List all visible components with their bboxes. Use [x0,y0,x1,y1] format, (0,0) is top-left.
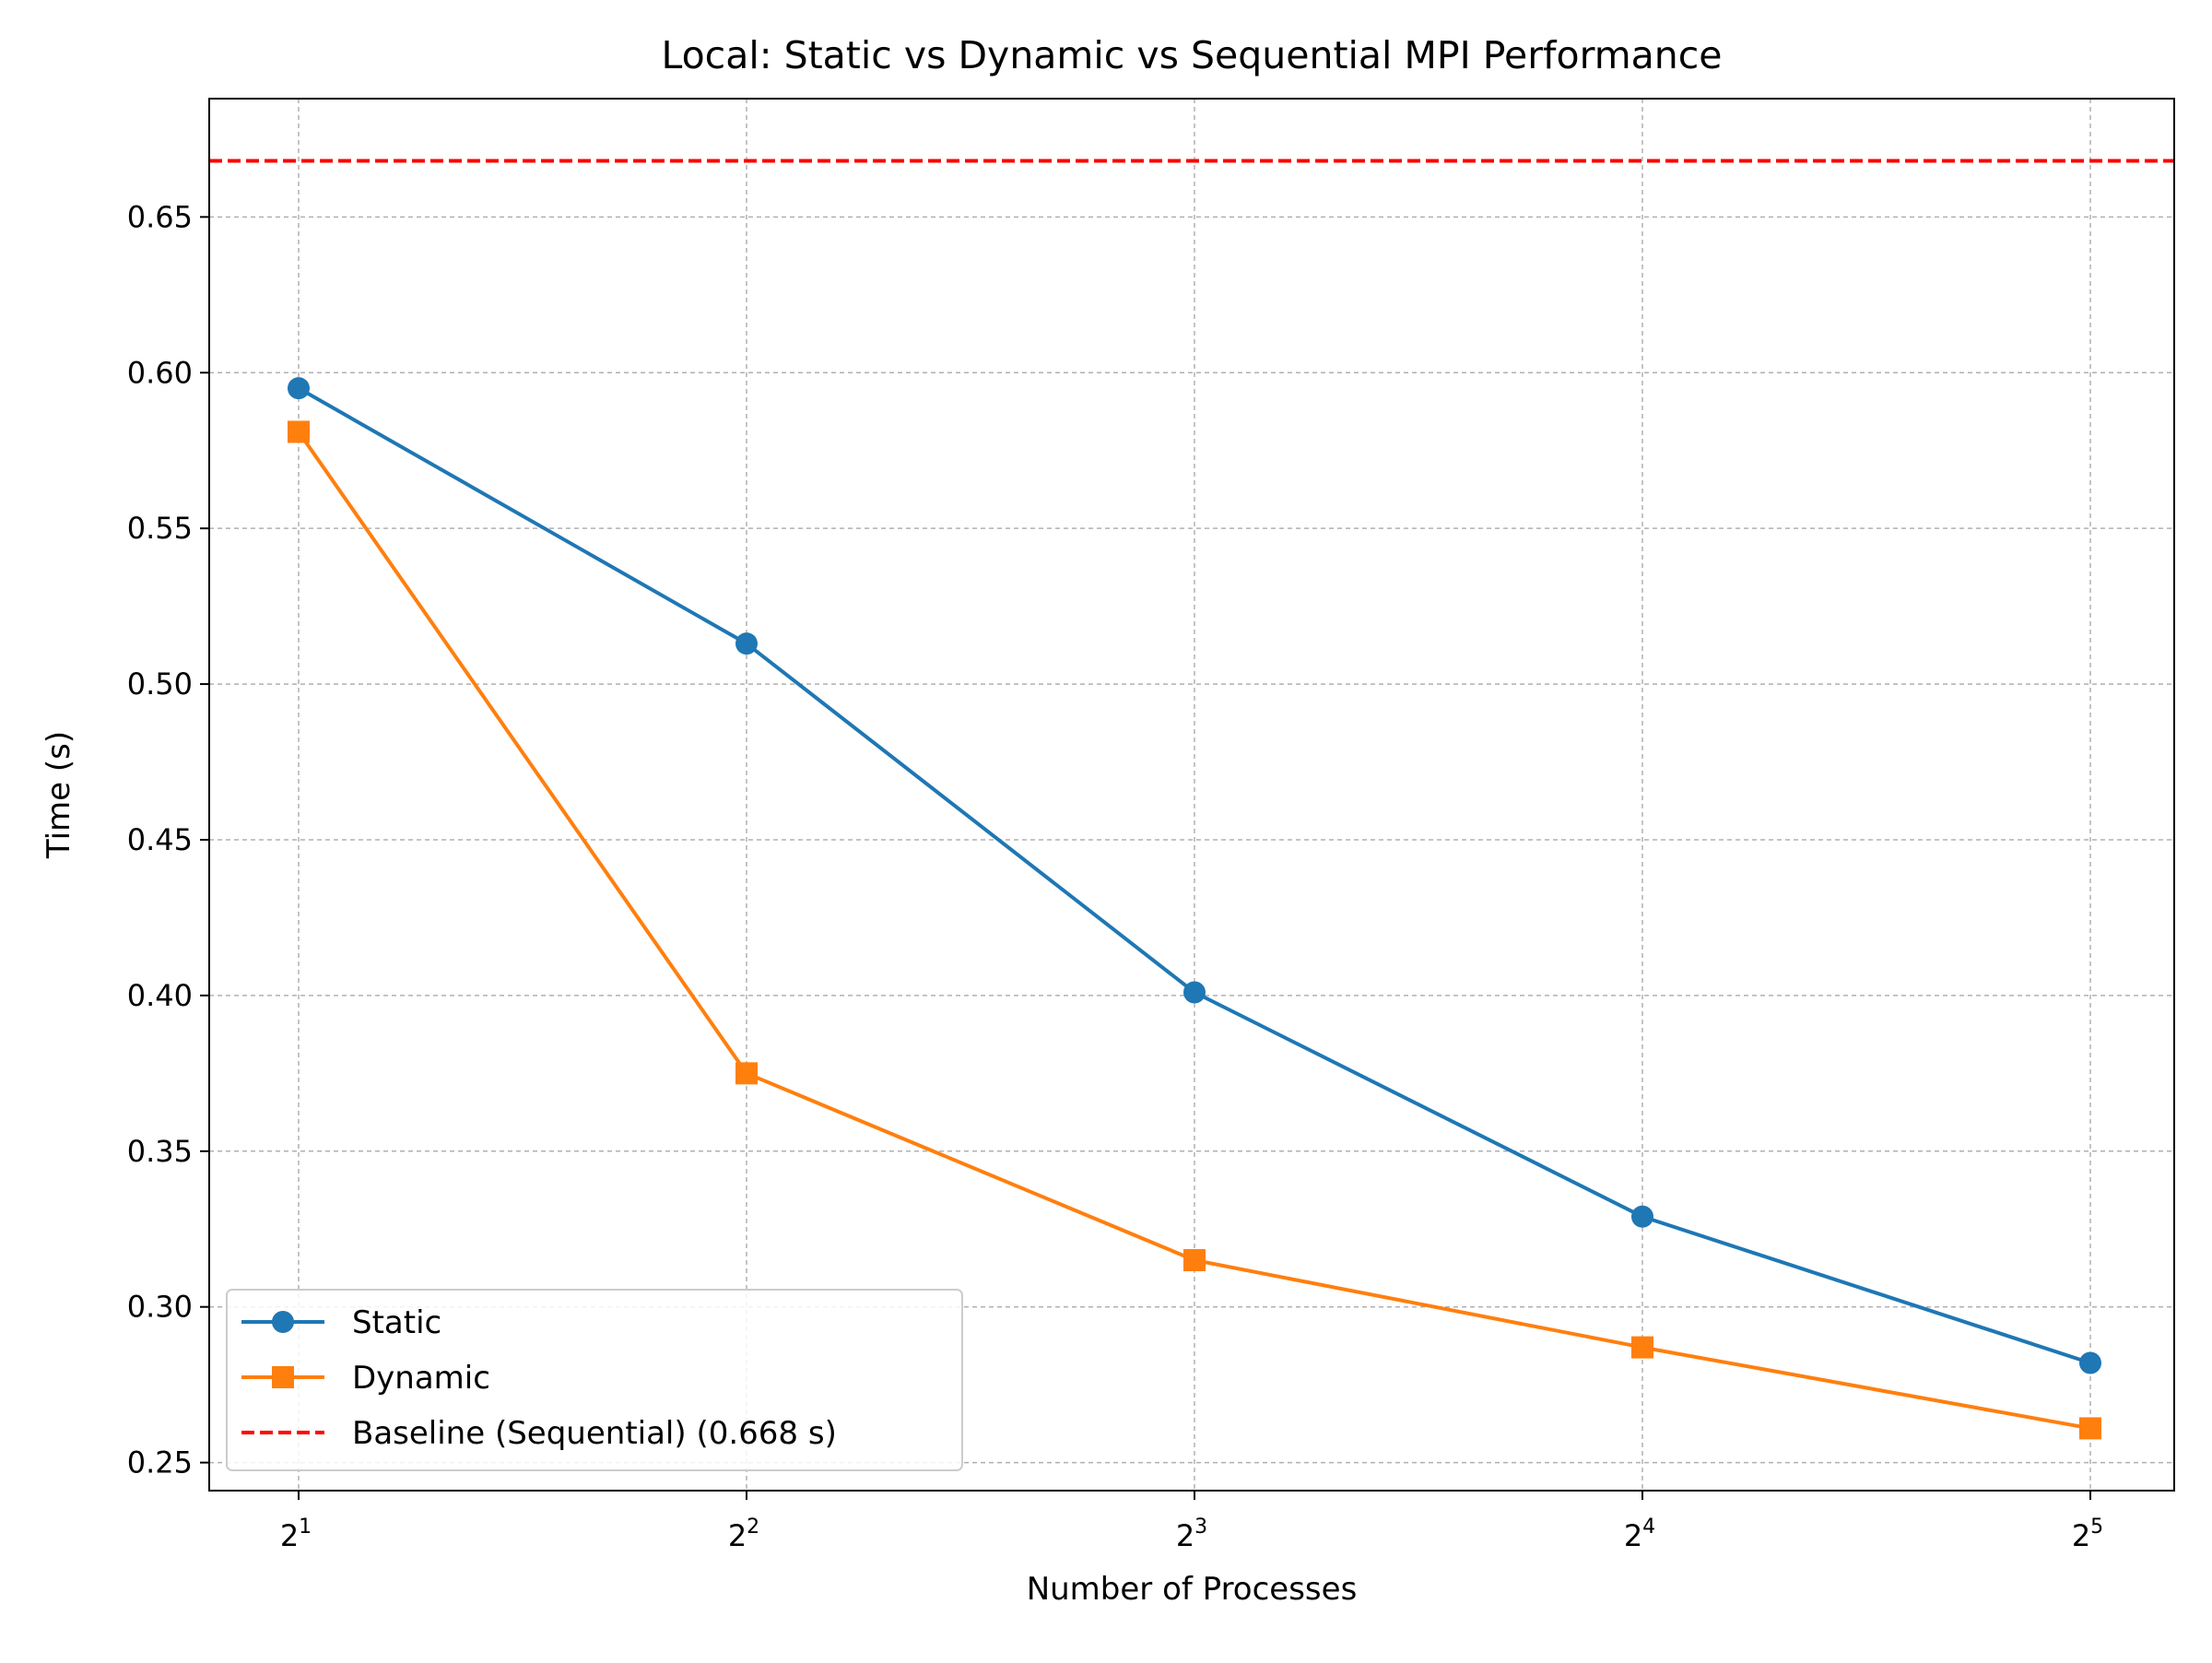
data-point-dynamic [288,420,310,443]
legend-static-marker [272,1311,294,1333]
data-point-dynamic [1183,1249,1206,1272]
y-tick-label: 0.55 [127,511,193,546]
series-layer [288,377,2101,1440]
data-point-static [288,377,310,400]
x-tick-label: 25 [2072,1516,2103,1553]
data-point-dynamic [735,1062,758,1085]
x-tick-base: 2 [1176,1518,1194,1553]
legend-dynamic-label: Dynamic [352,1360,490,1397]
y-tick-label: 0.65 [127,199,193,234]
y-tick-label: 0.40 [127,978,193,1013]
chart-title: Local: Static vs Dynamic vs Sequential M… [661,33,1722,77]
y-tick-label: 0.25 [127,1445,193,1480]
series-dynamic [288,420,2101,1440]
x-axis-title: Number of Processes [1027,1571,1358,1608]
x-tick-label: 22 [728,1516,759,1553]
x-tick-label: 23 [1176,1516,1207,1553]
x-tick-base: 2 [1624,1518,1642,1553]
x-tick-base: 2 [2072,1518,2090,1553]
legend-baseline-label: Baseline (Sequential) (0.668 s) [352,1415,837,1452]
data-point-static [1631,1205,1653,1228]
series-static [288,377,2101,1374]
y-axis-title: Time (s) [41,731,77,859]
legend-static-label: Static [352,1304,441,1341]
x-tick-label: 21 [280,1516,312,1553]
x-tick-exponent: 1 [299,1516,312,1539]
y-tick-label: 0.60 [127,355,193,390]
y-tick-label: 0.35 [127,1134,193,1169]
x-tick-base: 2 [728,1518,747,1553]
plot-frame [208,98,2175,1492]
x-tick-exponent: 2 [747,1516,759,1539]
data-point-static [1183,981,1206,1004]
y-tick-label: 0.30 [127,1290,193,1325]
data-point-dynamic [2079,1417,2101,1440]
legend: Static Dynamic Baseline (Sequential) (0.… [226,1289,963,1471]
y-axis: 0.25 0.30 0.35 0.40 0.45 0.50 0.55 0.60 0.65 [127,199,209,1480]
x-axis: 21 22 23 24 25 [280,1491,2103,1553]
y-tick-label: 0.45 [127,822,193,857]
legend-box [226,1289,963,1471]
data-point-static [735,632,758,655]
x-tick-base: 2 [280,1518,299,1553]
x-tick-exponent: 3 [1194,1516,1207,1539]
x-tick-exponent: 5 [2090,1516,2103,1539]
data-point-dynamic [1631,1336,1653,1359]
x-tick-exponent: 4 [1642,1516,1655,1539]
x-tick-label: 24 [1624,1516,1655,1553]
data-point-static [2079,1351,2101,1374]
y-tick-label: 0.50 [127,666,193,702]
legend-dynamic-marker [272,1366,294,1388]
